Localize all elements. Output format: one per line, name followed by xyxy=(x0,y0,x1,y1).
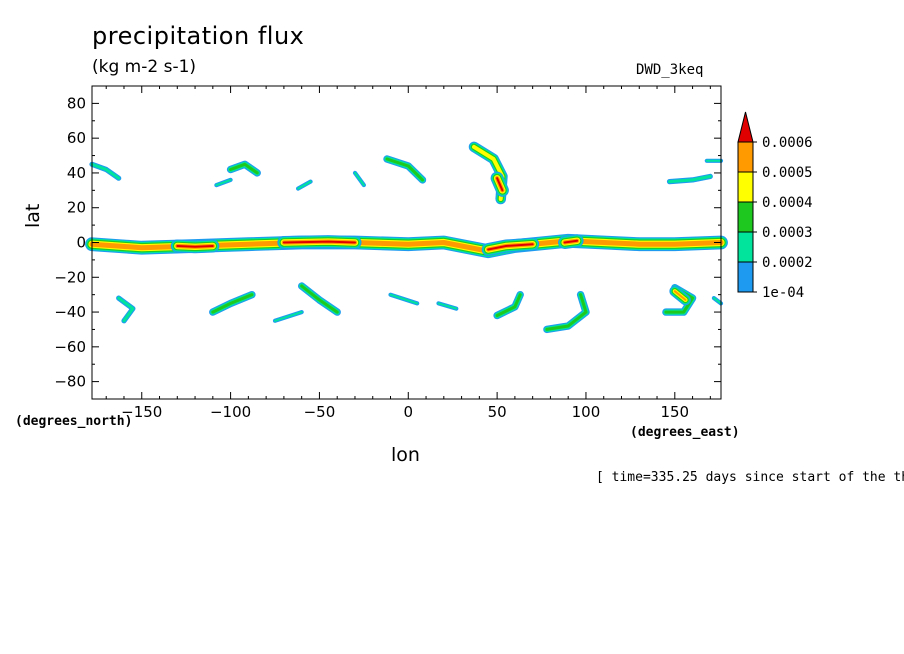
precip-feature-22-level-2 xyxy=(545,293,588,331)
y-tick-label: −60 xyxy=(54,338,86,356)
colorbar-label: 0.0004 xyxy=(762,195,813,211)
y-tick-label: −80 xyxy=(54,373,86,391)
precip-feature-10-level-2 xyxy=(385,157,424,182)
precip-feature-7-level-1 xyxy=(215,178,232,187)
x-tick-label: 0 xyxy=(404,403,414,421)
precip-feature-9-level-1 xyxy=(354,171,365,187)
precip-feature-25-level-1 xyxy=(712,297,722,305)
precip-feature-12-level-5 xyxy=(496,177,504,192)
x-axis-label: lon xyxy=(391,444,420,466)
precip-feature-3-level-5 xyxy=(487,243,534,251)
colorbar-label: 0.0006 xyxy=(762,135,813,151)
precip-feature-24-level-4 xyxy=(673,290,687,301)
contour-layer xyxy=(85,141,728,334)
chart-title: precipitation flux xyxy=(92,22,305,50)
colorbar-segment xyxy=(737,171,754,203)
precip-feature-1-level-5 xyxy=(176,245,214,248)
precip-feature-16-level-2 xyxy=(211,293,254,314)
x-tick-label: −150 xyxy=(121,403,162,421)
colorbar: 1e-04 0.0002 0.0003 0.0004 0.0005 0.0006 xyxy=(737,111,813,301)
precip-feature-19-level-1 xyxy=(389,293,419,305)
precip-feature-6-level-2 xyxy=(229,162,259,175)
chart-units: (kg m-2 s-1) xyxy=(92,57,197,77)
y-tick-label: −40 xyxy=(54,303,86,321)
time-info: [ time=335.25 days since start of the th… xyxy=(596,470,904,485)
colorbar-label: 0.0005 xyxy=(762,165,813,181)
y-tick-label: 80 xyxy=(67,94,86,112)
precip-feature-2-level-5 xyxy=(282,240,356,244)
model-label: DWD_3keq xyxy=(636,62,704,78)
precip-feature-4-level-5 xyxy=(563,239,579,244)
y-tick-label: 60 xyxy=(67,129,86,147)
colorbar-segment xyxy=(737,231,754,263)
y-tick-label: 0 xyxy=(76,234,86,252)
precip-feature-13-level-1 xyxy=(668,174,712,184)
x-tick-label: 100 xyxy=(572,403,601,421)
precip-feature-21-level-2 xyxy=(495,293,522,317)
x-tick-label: 150 xyxy=(660,403,689,421)
x-axis-units: (degrees_east) xyxy=(630,425,740,440)
precip-feature-15-level-1 xyxy=(117,296,135,323)
colorbar-segment xyxy=(737,201,754,233)
x-tick-label: 50 xyxy=(488,403,507,421)
precip-feature-20-level-1 xyxy=(437,302,458,310)
y-tick-label: 20 xyxy=(67,199,86,217)
colorbar-label: 1e-04 xyxy=(762,285,804,301)
colorbar-segment xyxy=(737,141,754,173)
precip-feature-8-level-1 xyxy=(297,180,312,190)
axes-layer: −150 −100 −50 0 50 100 150 80 60 40 20 0 −20 −40 −60 −8… xyxy=(54,85,721,421)
x-tick-label: −100 xyxy=(210,403,251,421)
x-tick-label: −50 xyxy=(304,403,336,421)
colorbar-extend-arrow xyxy=(737,111,754,143)
colorbar-segment xyxy=(737,261,754,293)
precip-feature-18-level-1 xyxy=(274,311,303,322)
colorbar-label: 0.0003 xyxy=(762,225,813,241)
precip-feature-5-level-1 xyxy=(90,162,121,180)
y-axis-units: (degrees_north) xyxy=(15,414,133,429)
y-tick-label: 40 xyxy=(67,164,86,182)
colorbar-label: 0.0002 xyxy=(762,255,813,271)
y-tick-label: −20 xyxy=(54,268,86,286)
precip-feature-17-level-2 xyxy=(300,284,339,314)
